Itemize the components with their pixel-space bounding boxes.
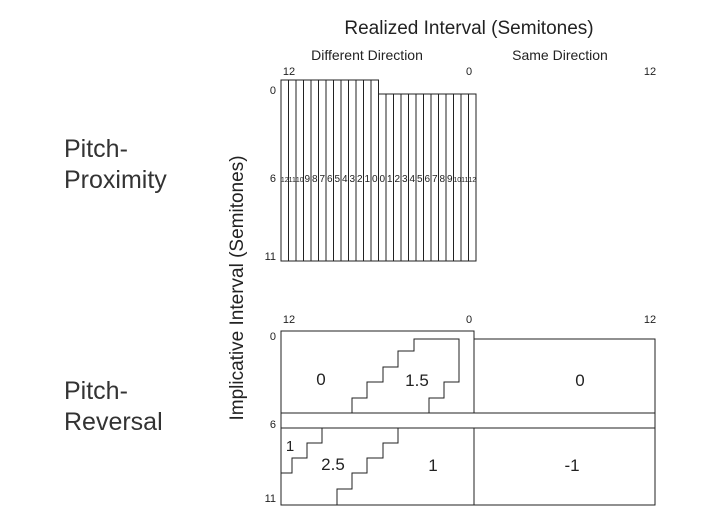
proximity-column-value: 11 — [289, 177, 296, 184]
reversal-side-tick-11: 11 — [265, 493, 276, 505]
proximity-column-value: 5 — [417, 174, 423, 185]
proximity-column — [333, 79, 342, 262]
proximity-column-value: 3 — [349, 174, 355, 185]
proximity-column — [280, 79, 289, 262]
proximity-column — [310, 79, 319, 262]
proximity-column-value: 8 — [439, 174, 445, 185]
proximity-column-value: 2 — [357, 174, 363, 185]
proximity-column — [355, 79, 364, 262]
reversal-side-tick-6: 6 — [270, 419, 276, 431]
reversal-region-lower-right: -1 — [564, 456, 579, 475]
proximity-column-value: 0 — [372, 174, 378, 185]
proximity-column — [363, 79, 372, 262]
proximity-column-value: 10 — [453, 177, 461, 184]
proximity-column — [318, 79, 327, 262]
proximity-column-value: 6 — [327, 174, 333, 185]
proximity-column — [288, 79, 297, 262]
reversal-region-lower-mid: 1 — [428, 456, 437, 475]
pitch-reversal-label-line2: Reversal — [64, 408, 163, 436]
same-direction-label: Same Direction — [512, 47, 608, 63]
realized-interval-title: Realized Interval (Semitones) — [344, 18, 593, 39]
reversal-tick-12-left: 12 — [283, 314, 295, 326]
proximity-side-tick-0: 0 — [270, 85, 276, 97]
pitch-proximity-label-line1: Pitch- — [64, 135, 128, 163]
different-direction-label: Different Direction — [311, 47, 423, 63]
proximity-column-value: 5 — [334, 174, 340, 185]
proximity-columns: 12 11 10 9 8 7 6 5 4 3 2 1 0 0 1 2 3 4 5 6 7 8 9 10 11 12 — [280, 79, 477, 262]
proximity-column — [468, 93, 477, 262]
pitch-proximity-label-line2: Proximity — [64, 166, 167, 194]
proximity-column-value: 0 — [379, 174, 385, 185]
proximity-column-value: 12 — [281, 177, 289, 184]
reversal-region-upper-left: 0 — [316, 370, 325, 389]
reversal-tick-12-right: 12 — [644, 314, 656, 326]
reversal-upper-right-outline — [474, 338, 656, 414]
proximity-column-value: 8 — [312, 174, 318, 185]
proximity-tick-12-right: 12 — [644, 66, 656, 78]
proximity-column — [348, 79, 357, 262]
proximity-column — [303, 79, 312, 262]
proximity-column-value: 1 — [387, 174, 393, 185]
implicative-interval-label: Implicative Interval (Semitones) — [227, 155, 248, 420]
proximity-column-value: 9 — [447, 174, 453, 185]
pitch-reversal-panel: 12 0 12 0 6 11 0 1.5 0 1 2.5 1 -1 — [265, 314, 656, 506]
proximity-tick-0-center: 0 — [466, 66, 472, 78]
pitch-reversal-label: Pitch- Reversal — [64, 376, 163, 438]
proximity-column-value: 7 — [319, 174, 325, 185]
proximity-column — [295, 79, 304, 262]
proximity-tick-12-left: 12 — [283, 66, 295, 78]
proximity-column — [325, 79, 334, 262]
reversal-region-lower-stair: 2.5 — [321, 455, 345, 474]
proximity-column-value: 12 — [468, 177, 476, 184]
reversal-region-upper-stair: 1.5 — [405, 371, 429, 390]
proximity-column — [370, 79, 379, 262]
reversal-lower-outline — [280, 427, 656, 506]
reversal-region-upper-right: 0 — [575, 371, 584, 390]
proximity-column-value: 7 — [432, 174, 438, 185]
proximity-column-value: 10 — [296, 177, 304, 184]
proximity-column-value: 3 — [402, 174, 408, 185]
reversal-upper-stair-left — [351, 338, 460, 413]
pitch-reversal-label-line1: Pitch- — [64, 377, 128, 405]
proximity-column-value: 9 — [304, 174, 310, 185]
proximity-column-value: 1 — [364, 174, 370, 185]
proximity-side-tick-11: 11 — [265, 251, 276, 263]
reversal-tick-0-center: 0 — [466, 314, 472, 326]
proximity-side-tick-6: 6 — [270, 173, 276, 185]
proximity-column-value: 11 — [461, 177, 468, 184]
reversal-lower-stair-left — [281, 428, 323, 474]
pitch-proximity-panel: 12 0 12 0 6 11 12 11 10 9 8 7 6 5 4 3 2 1 0 0 1 2 3 4 5 6 7 8… — [265, 66, 657, 263]
proximity-column-value: 6 — [424, 174, 430, 185]
proximity-column — [340, 79, 349, 262]
reversal-separator-band — [280, 412, 656, 429]
reversal-side-tick-0: 0 — [270, 331, 276, 343]
reversal-lower-stair-mid — [336, 428, 399, 505]
reversal-region-lower-corner: 1 — [286, 438, 294, 455]
proximity-column-value: 2 — [394, 174, 400, 185]
reversal-upper-left-outline — [280, 330, 475, 414]
proximity-column-value: 4 — [342, 174, 348, 185]
pitch-proximity-label: Pitch- Proximity — [64, 134, 167, 196]
proximity-column-value: 4 — [409, 174, 415, 185]
